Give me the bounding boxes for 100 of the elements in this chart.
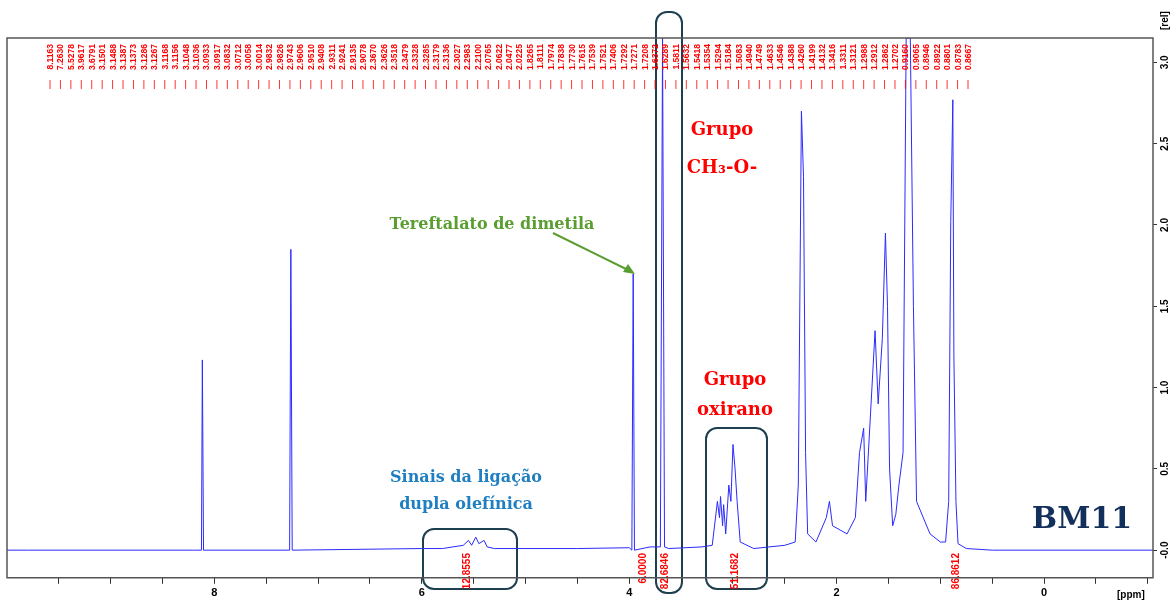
annotation: 2.9135 (347, 43, 358, 70)
annotation: 1.6289 (660, 43, 671, 70)
annotation: 2.3027 (451, 43, 462, 70)
annotation: 2.3179 (430, 43, 441, 70)
annotation: 0.9065 (910, 43, 921, 70)
annotation: Grupo CH₃-O- (686, 117, 758, 177)
annotation: 1.4633 (764, 43, 775, 70)
x-tick-label: 4 (626, 586, 634, 599)
annotation: 3.1373 (128, 43, 139, 70)
annotation: 12.8555 (460, 552, 472, 590)
annotation: 6.0000 (636, 552, 648, 584)
annotation: 3.0832 (222, 43, 233, 70)
annotation: 2.2983 (462, 43, 473, 70)
annotation: 5.5278 (65, 43, 76, 70)
annotation: 1.8111 (535, 43, 546, 70)
annotation: 3.1048 (180, 43, 191, 70)
y-axis-title: [rel] (1158, 11, 1170, 30)
annotation: 3.1286 (138, 43, 149, 70)
annotation: 1.7539 (587, 43, 598, 70)
annotation: 1.7974 (545, 43, 556, 70)
annotation: 0.9160 (900, 43, 911, 70)
annotation: 2.3328 (410, 43, 421, 70)
annotation: 3.9617 (76, 43, 87, 70)
annotation: 1.3311 (837, 43, 848, 70)
annotation: 2.3518 (389, 43, 400, 70)
annotation: 1.7521 (597, 43, 608, 70)
x-tick-label: 8 (211, 586, 218, 599)
annotation: 1.5418 (691, 43, 702, 70)
annotation: 3.0058 (243, 43, 254, 70)
annotation: 82.6846 (658, 552, 670, 590)
annotation: 8.1163 (45, 43, 55, 70)
x-tick-label: 0 (1041, 586, 1048, 599)
annotation: 1.7292 (618, 43, 629, 70)
annotation: 1.7271 (629, 43, 640, 70)
annotation: 3.1168 (159, 43, 170, 70)
annotation: 2.9606 (295, 43, 306, 70)
annotation: 2.3670 (368, 43, 379, 70)
annotation: 2.9832 (264, 43, 275, 70)
annotation: Tereftalato de dimetila (389, 214, 595, 234)
annotation: 1.7838 (556, 43, 567, 70)
annotation: BM11 (1031, 499, 1133, 535)
annotation: 1.8265 (524, 43, 535, 70)
annotation: 1.5294 (712, 43, 723, 70)
y-tick-label: -0.0 (1158, 541, 1170, 559)
annotation: 1.2702 (889, 43, 900, 70)
y-tick-label: 1.0 (1158, 380, 1170, 395)
y-tick-label: 3.0 (1158, 55, 1170, 70)
annotation: 0.8946 (921, 43, 932, 70)
annotation: 0.8667 (963, 43, 973, 70)
y-tick-label: 0.5 (1158, 461, 1170, 476)
annotation: 2.9743 (284, 43, 295, 70)
annotation: 1.4388 (785, 43, 796, 70)
annotation: 3.1036 (191, 43, 202, 70)
annotation: 2.9510 (305, 43, 316, 70)
annotation: 1.3121 (848, 43, 859, 70)
annotation: 2.9408 (316, 43, 327, 70)
annotation: 51.1682 (728, 552, 740, 590)
annotation: 2.3285 (420, 43, 431, 70)
annotation: 1.5083 (733, 43, 744, 70)
annotation: 3.1156 (170, 43, 181, 70)
annotation: 1.5354 (702, 43, 713, 70)
annotation: 3.6791 (86, 43, 97, 70)
annotation: 1.2988 (858, 43, 869, 70)
annotation: 3.1488 (107, 43, 118, 70)
annotation: 1.3416 (827, 43, 838, 70)
annotation: 1.4546 (775, 43, 786, 70)
annotation: 1.7406 (608, 43, 619, 70)
annotation: 7.2630 (55, 43, 66, 70)
x-axis-title: [ppm] (1117, 588, 1145, 600)
annotation: 1.4132 (816, 43, 827, 70)
annotation: 1.2912 (869, 43, 880, 70)
annotation: 2.3479 (399, 43, 410, 70)
annotation: 0.8801 (942, 43, 953, 70)
annotation: 86.8612 (949, 552, 961, 590)
annotation: 3.0917 (211, 43, 222, 70)
annotation: 3.1501 (97, 43, 108, 70)
annotation: 2.9078 (357, 43, 368, 70)
x-tick-label: 6 (418, 586, 425, 599)
y-tick-label: 2.5 (1158, 136, 1170, 151)
annotation: 1.2862 (879, 43, 890, 70)
annotation: 1.5632 (681, 43, 692, 70)
y-tick-label: 1.5 (1158, 298, 1170, 314)
annotation: 2.9241 (337, 43, 348, 70)
annotation: 1.7615 (577, 43, 588, 70)
annotation: 1.4199 (806, 43, 817, 70)
annotation: 1.7730 (566, 43, 577, 70)
annotation: 2.2100 (472, 43, 483, 70)
annotation: Grupo oxirano (697, 367, 773, 419)
y-tick-label: 2.0 (1158, 217, 1170, 232)
annotation: 1.4749 (754, 43, 765, 70)
annotation: 0.8922 (931, 43, 942, 70)
annotation: 2.9311 (326, 43, 337, 70)
annotation: 2.0225 (514, 43, 525, 70)
annotation: 1.5184 (723, 43, 734, 70)
annotation: 1.4260 (796, 43, 807, 70)
annotation: 2.0622 (493, 43, 504, 70)
annotation: 0.8783 (952, 43, 963, 70)
annotation: 2.3136 (441, 43, 452, 70)
x-tick-label: 2 (833, 586, 840, 599)
annotation: 2.3626 (378, 43, 389, 70)
